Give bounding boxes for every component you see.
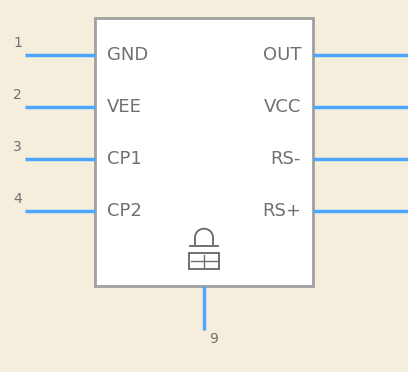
Bar [95,18,313,286]
Text: 1: 1 [13,36,22,50]
Text: CP2: CP2 [107,202,142,220]
Text: VCC: VCC [264,98,301,116]
Text: 2: 2 [13,88,22,102]
Text: RS-: RS- [271,150,301,168]
Text: OUT: OUT [262,46,301,64]
Text: VEE: VEE [107,98,142,116]
Text: GND: GND [107,46,148,64]
Text: RS+: RS+ [262,202,301,220]
Text: CP1: CP1 [107,150,142,168]
Text: 4: 4 [13,192,22,206]
Text: 3: 3 [13,140,22,154]
Bar [188,253,220,269]
Text: 9: 9 [209,332,218,346]
